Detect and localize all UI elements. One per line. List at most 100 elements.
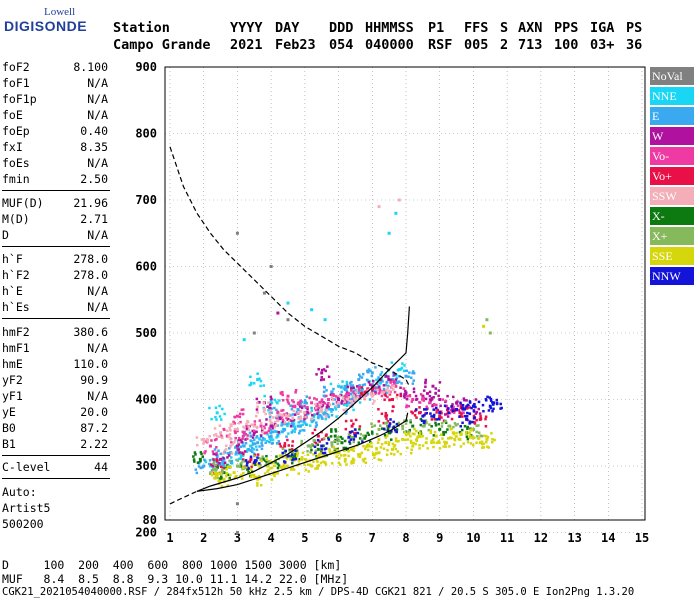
data-point: [399, 367, 403, 371]
data-point: [258, 445, 261, 448]
data-point: [278, 432, 281, 435]
data-point: [319, 378, 323, 382]
data-point: [364, 393, 367, 396]
data-point: [314, 403, 317, 406]
data-point: [298, 403, 301, 406]
data-point: [333, 398, 337, 401]
data-point: [482, 442, 485, 446]
data-point: [444, 399, 448, 403]
data-point: [323, 448, 327, 451]
data-point: [357, 391, 361, 394]
data-point: [267, 429, 271, 433]
data-point: [326, 398, 330, 401]
data-point: [306, 411, 310, 414]
data-point: [405, 369, 408, 373]
data-point: [370, 422, 373, 425]
y-tick-label: 200: [135, 526, 157, 540]
data-point: [266, 433, 269, 436]
data-point: [459, 403, 463, 406]
data-point: [384, 375, 388, 378]
data-point: [218, 477, 222, 480]
data-point: [268, 437, 272, 441]
data-point: [394, 211, 398, 215]
data-point: [371, 383, 374, 386]
data-point: [271, 461, 274, 464]
data-point: [468, 420, 472, 423]
data-point: [259, 384, 262, 388]
data-point: [377, 420, 381, 423]
hdr-ps-value: 36: [626, 37, 643, 53]
data-point: [256, 378, 260, 382]
data-point: [352, 438, 356, 441]
data-point: [421, 434, 424, 438]
data-point: [388, 398, 391, 402]
data-point: [237, 440, 241, 444]
data-point: [323, 413, 326, 416]
data-point: [346, 398, 350, 401]
data-point: [197, 465, 201, 468]
data-point: [330, 462, 334, 465]
data-point: [306, 408, 309, 411]
data-point: [421, 394, 425, 398]
data-point: [394, 378, 398, 381]
data-point: [292, 418, 295, 422]
data-point: [406, 446, 409, 450]
data-point: [318, 440, 321, 443]
param-value: 110.0: [73, 357, 108, 371]
data-point: [293, 405, 297, 409]
data-point: [254, 475, 258, 479]
data-point: [240, 408, 244, 411]
param-value: N/A: [87, 108, 108, 122]
data-point: [474, 405, 477, 409]
data-point: [447, 411, 451, 414]
data-point: [289, 404, 292, 407]
data-point: [237, 421, 241, 425]
data-point: [279, 445, 282, 448]
data-point: [281, 390, 284, 394]
data-point: [330, 390, 333, 394]
data-point: [263, 426, 266, 430]
data-point: [304, 400, 307, 404]
data-point: [369, 440, 372, 444]
param-row: foEs N/A: [2, 156, 108, 172]
data-point: [385, 421, 389, 425]
data-point: [281, 399, 285, 402]
data-point: [370, 445, 374, 448]
data-point: [343, 453, 347, 457]
data-point: [473, 416, 477, 419]
data-point: [474, 398, 478, 401]
data-point: [316, 412, 319, 415]
data-point: [486, 395, 489, 399]
data-point: [330, 441, 334, 445]
data-point: [283, 421, 287, 424]
data-point: [220, 485, 224, 488]
data-point: [409, 376, 413, 380]
data-point: [260, 447, 264, 451]
data-point: [281, 451, 284, 455]
data-point: [301, 423, 304, 427]
data-point: [347, 450, 350, 453]
data-point: [346, 385, 350, 389]
data-point: [330, 445, 334, 448]
data-point: [333, 439, 336, 443]
muf-row: MUF 8.4 8.5 8.8 9.3 10.0 11.1 14.2 22.0 …: [2, 572, 349, 586]
data-point: [241, 466, 245, 469]
data-point: [273, 474, 276, 478]
data-point: [269, 425, 272, 428]
data-point: [419, 435, 423, 438]
param-key: MUF(D): [2, 196, 44, 210]
data-point: [484, 417, 487, 421]
data-point: [352, 408, 355, 412]
data-point: [323, 386, 326, 389]
data-point: [435, 408, 438, 412]
data-point: [394, 439, 398, 443]
data-point: [264, 423, 268, 426]
data-point: [236, 429, 239, 433]
data-point: [429, 412, 432, 415]
data-point: [403, 364, 406, 367]
param-value: 0.40: [80, 124, 108, 138]
data-point: [347, 433, 351, 436]
data-point: [253, 454, 256, 458]
data-point: [255, 397, 259, 401]
data-point: [229, 423, 232, 426]
